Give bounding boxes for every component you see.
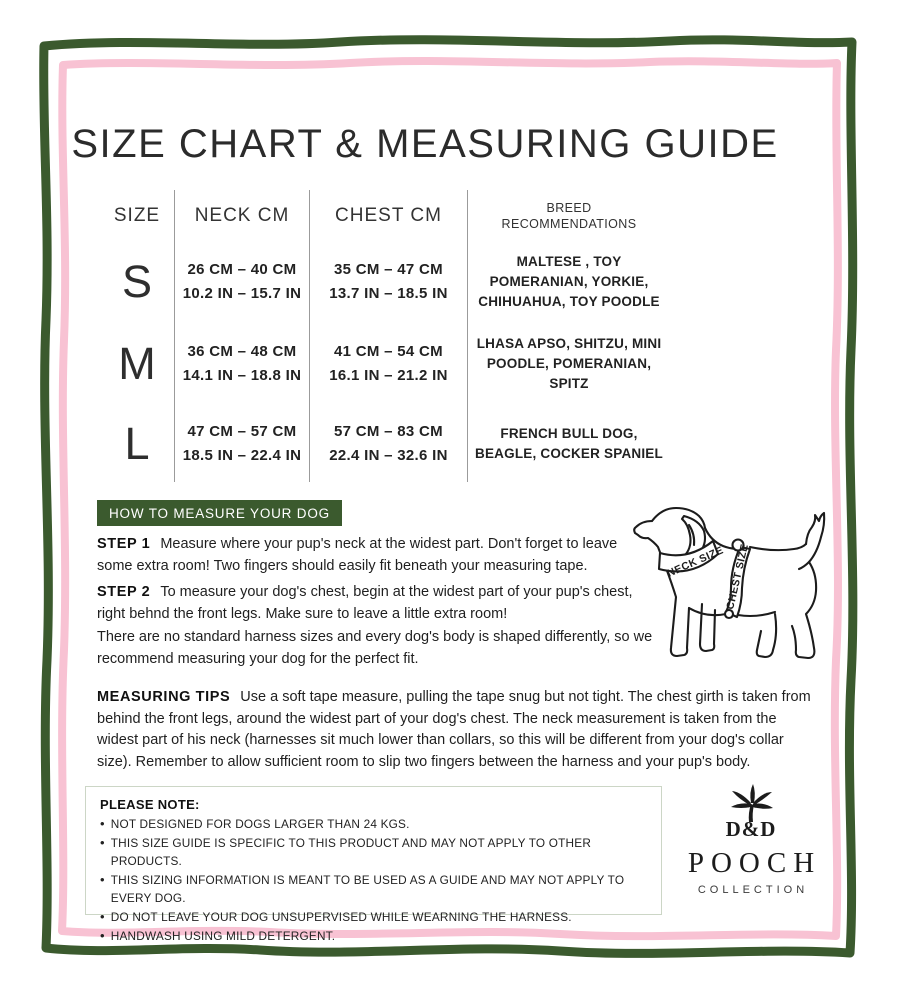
table-row-m-breeds: LHASA APSO, SHITZU, MINI POODLE, POMERAN… [476,335,662,392]
bullet-icon: • [100,816,105,831]
table-row-l-chest: 57 CM – 83 CM 22.4 IN – 32.6 IN [310,406,468,482]
dog-front-leg-2 [698,602,717,653]
logo-subtitle: COLLECTION [697,884,809,896]
please-note-box: PLEASE NOTE: • NOT DESIGNED FOR DOGS LARG… [85,786,662,943]
bullet-icon: • [100,834,105,850]
step-2: STEP 2 To measure your dog's chest, begin… [97,582,653,625]
step-1-label: STEP 1 [97,536,151,552]
dog-belly-line [687,606,728,617]
col-header-neck: NECK CM [175,190,310,242]
green-border [39,35,858,958]
banner-label: HOW TO MEASURE YOUR DOG [109,505,330,521]
note-bullet: • HANDWASH USING MILD DETERGENT. [100,927,647,946]
dog-hind-leg-outer [790,560,818,660]
measuring-tips-label: MEASURING TIPS [97,689,231,705]
dog-body-front-outline [633,519,691,658]
table-row-l-neck: 47 CM – 57 CM 18.5 IN – 22.4 IN [175,406,310,482]
step-1: STEP 1 Measure where your pup's neck at t… [97,534,653,577]
table-row-s-neck: 26 CM – 40 CM 10.2 IN – 15.7 IN [175,242,310,322]
dog-head-outline [650,506,707,530]
dog-hind-leg-inner [755,612,778,659]
logo-name: POOCH [687,847,822,879]
table-row-l-breeds: FRENCH BULL DOG, BEAGLE, COCKER SPANIEL [475,425,663,461]
page-title: SIZE CHART & MEASURING GUIDE [71,122,779,166]
note-bullet: • THIS SIZING INFORMATION IS MEANT TO BE … [100,871,647,908]
chest-size-label: CHEST SIZE [724,543,751,611]
col-header-size: SIZE [100,190,175,242]
step-1-text: Measure where your pup's neck at the wid… [97,536,618,574]
table-row-m-neck: 36 CM – 48 CM 14.1 IN – 18.8 IN [175,322,310,406]
bullet-icon: • [100,908,105,924]
dog-belly-line-2 [736,610,777,618]
table-row-s-chest: 35 CM – 47 CM 13.7 IN – 18.5 IN [310,242,468,322]
dog-tail [797,511,826,571]
neck-measure-band [657,539,720,573]
dog-ear-inner-line [687,523,696,547]
note-bullet: • NOT DESIGNED FOR DOGS LARGER THAN 24 KG… [100,815,647,834]
table-row-m-chest: 41 CM – 54 CM 16.1 IN – 21.2 IN [310,322,468,406]
table-row-l-size: L [100,406,175,482]
col-header-chest: CHEST CM [310,190,468,242]
note-bullet: • DO NOT LEAVE YOUR DOG UNSUPERVISED WHIL… [100,908,647,927]
step-2-text: To measure your dog's chest, begin at th… [97,584,633,622]
palm-tree-icon [731,784,773,822]
logo-monogram: D&D [725,817,777,841]
dog-measurement-diagram: NECK SIZE CHEST SIZE [633,506,826,660]
measuring-tips-text: Use a soft tape measure, pulling the tap… [97,689,811,770]
sizing-note: There are no standard harness sizes and … [97,629,653,667]
bullet-icon: • [100,871,105,887]
table-row-s-size: S [100,242,175,322]
harness-ring-bottom [723,608,735,620]
step-2-label: STEP 2 [97,584,151,600]
col-header-breeds: BREED RECOMMENDATIONS [501,200,637,231]
chest-measure-band [724,545,752,619]
measuring-tips: MEASURING TIPS Use a soft tape measure, p… [97,687,813,773]
pink-border [58,57,842,941]
how-to-measure-banner: HOW TO MEASURE YOUR DOG [97,500,342,526]
dog-back-line-2 [748,542,808,552]
size-table: SIZE NECK CM CHEST CM BREED RECOMMENDATI… [100,190,670,482]
table-row-s-breeds: MALTESE , TOY POMERANIAN, YORKIE, CHIHUA… [478,253,660,310]
harness-ring-top [731,538,745,552]
brand-logo: D&D POOCH COLLECTION [681,780,821,896]
bullet-icon: • [100,927,105,943]
table-row-m-size: M [100,322,175,406]
please-note-title: PLEASE NOTE: [100,797,200,812]
note-bullet: • THIS SIZE GUIDE IS SPECIFIC TO THIS PRO… [100,834,647,871]
